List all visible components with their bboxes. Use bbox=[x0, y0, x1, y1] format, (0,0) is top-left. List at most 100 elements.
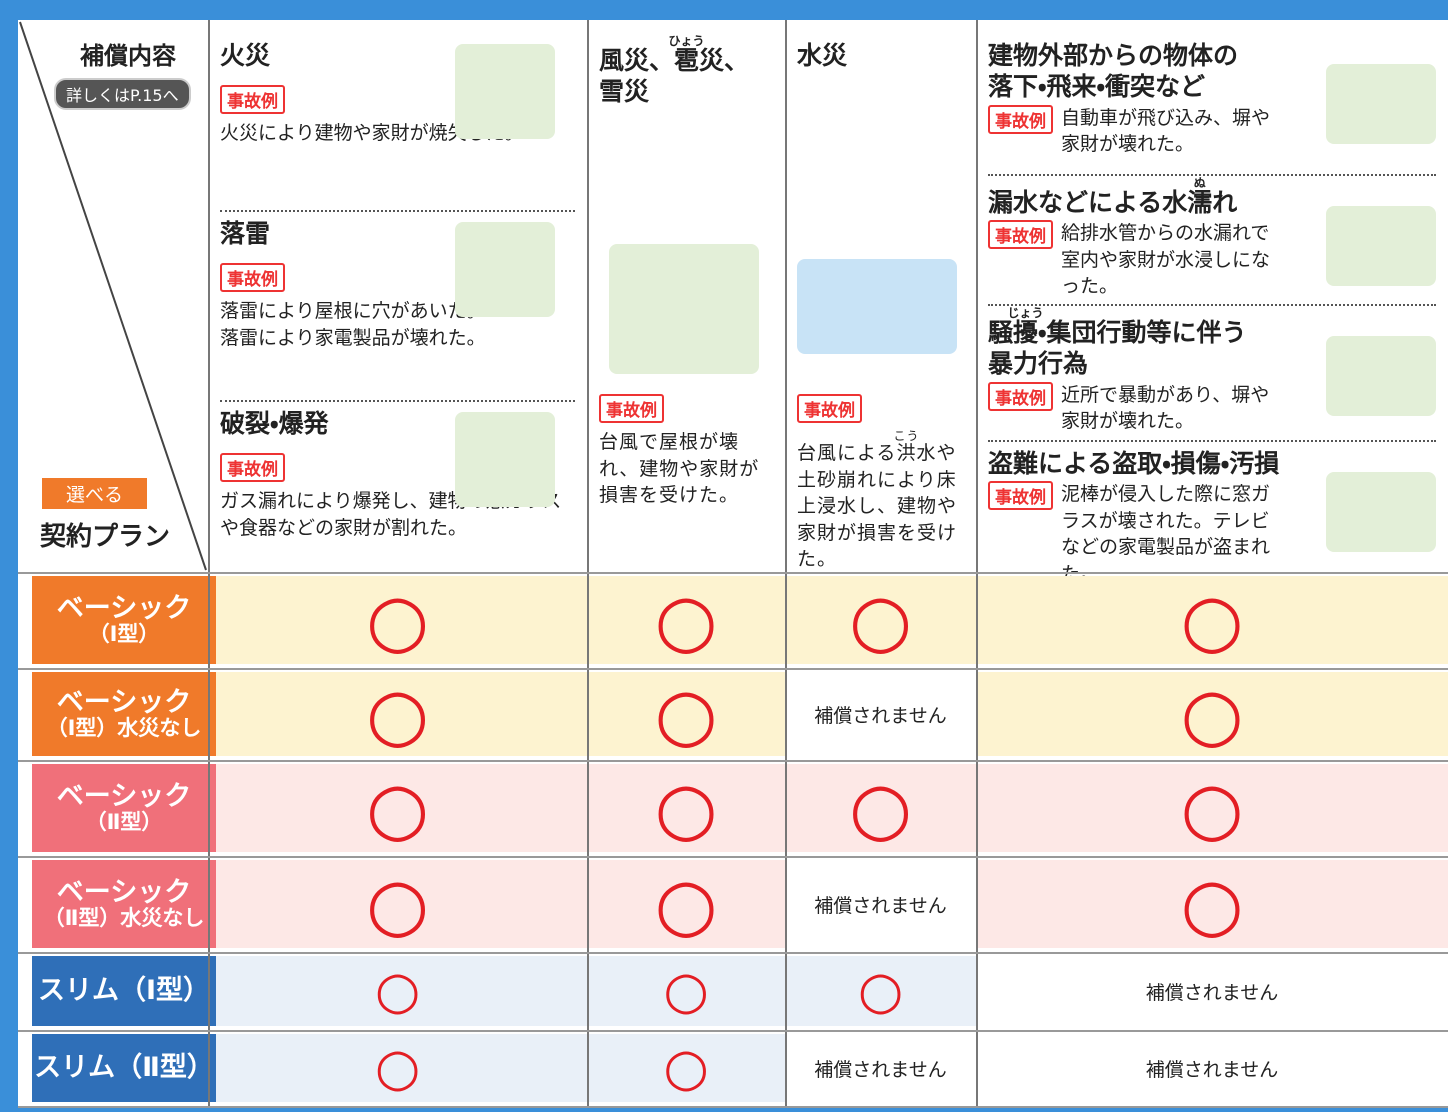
covered-mark: ○ bbox=[1180, 578, 1244, 662]
case-badge: 事故例 bbox=[988, 481, 1053, 511]
plan-name-line: ベーシック bbox=[56, 780, 192, 812]
cell: 補償されません bbox=[785, 1034, 976, 1102]
case-block: 事故例 近所で暴動があり、塀や家財が壊れた。 bbox=[988, 381, 1436, 435]
plan-name: ベーシック （Ⅰ型）水災なし bbox=[32, 672, 216, 756]
row-background bbox=[208, 764, 1448, 852]
cell: ○ bbox=[208, 764, 587, 852]
case-badge: 事故例 bbox=[220, 453, 285, 483]
row-divider bbox=[18, 952, 1448, 954]
covered-mark: ○ bbox=[654, 578, 718, 662]
cell: ○ bbox=[785, 956, 976, 1026]
section: 盗難による盗取・損傷・汚損 事故例 泥棒が侵入した際に窓ガラスが壊された。テレビなど… bbox=[988, 440, 1436, 585]
choose-label: 選べる bbox=[42, 478, 148, 509]
plan-name-line: （Ⅱ型）水災なし bbox=[43, 906, 205, 931]
cell: 補償されません bbox=[976, 1034, 1448, 1102]
ruby: 雹ひょう bbox=[668, 34, 705, 75]
case-text: 台風による洪こう水や土砂崩れにより床上浸水し、建物や家財が損害を受けた。 bbox=[797, 429, 958, 571]
row-divider bbox=[18, 760, 1448, 762]
cell: ○ bbox=[587, 576, 785, 664]
cell: ○ bbox=[976, 576, 1448, 664]
case-text: 火災により建物や家財が焼失した。 bbox=[220, 122, 524, 145]
ruby: 擾じょう bbox=[1007, 306, 1044, 347]
plan-name-line: （Ⅱ型） bbox=[85, 810, 163, 835]
cell: 補償されません bbox=[785, 672, 976, 756]
covered-mark: ○ bbox=[366, 672, 429, 756]
section-title: 盗難による盗取・損傷・汚損 bbox=[988, 449, 1280, 478]
case-text: 自動車が飛び込み、塀や家財が壊れた。 bbox=[1061, 106, 1271, 156]
plan-name-line: ベーシック bbox=[56, 686, 192, 718]
cell: ○ bbox=[785, 576, 976, 664]
covered-mark: ○ bbox=[654, 672, 718, 756]
plan-name: ベーシック （Ⅰ型） bbox=[32, 576, 216, 664]
cell: ○ bbox=[208, 860, 587, 948]
page-link: 詳しくはP.15へ bbox=[54, 78, 191, 110]
cell: 補償されません bbox=[785, 860, 976, 948]
case-badge: 事故例 bbox=[599, 394, 664, 423]
case-block: 事故例 火災により建物や家財が焼失した。 bbox=[220, 85, 575, 147]
plan-name: ベーシック （Ⅱ型）水災なし bbox=[32, 860, 216, 948]
illustration bbox=[1326, 206, 1436, 286]
plan-name-line: スリム（Ⅰ型） bbox=[37, 975, 211, 1007]
cell: ○ bbox=[587, 764, 785, 852]
cell: ○ bbox=[587, 1034, 785, 1102]
diagonal bbox=[19, 21, 207, 571]
covered-mark: ○ bbox=[857, 961, 904, 1021]
covered-mark: ○ bbox=[374, 1038, 421, 1098]
plan-name: スリム（Ⅰ型） bbox=[32, 956, 216, 1026]
case-text: 泥棒が侵入した際に窓ガラスが壊された。テレビなどの家電製品が盗まれた。 bbox=[1061, 483, 1271, 586]
ruby-text: ぬ bbox=[1187, 176, 1213, 190]
ruby-text: じょう bbox=[1007, 306, 1044, 320]
cell: ○ bbox=[208, 576, 587, 664]
not-covered: 補償されません bbox=[1145, 981, 1279, 1004]
section: 風災、雹ひょう災、 雪災 事故例 台風で屋根が壊れ、建物や家財が損害を受けた。 bbox=[599, 34, 773, 568]
illustration bbox=[1326, 336, 1436, 416]
cell: ○ bbox=[587, 860, 785, 948]
not-covered: 補償されません bbox=[814, 894, 947, 917]
case-block: 事故例 泥棒が侵入した際に窓ガラスが壊された。テレビなどの家電製品が盗まれた。 bbox=[988, 481, 1436, 587]
covered-mark: ○ bbox=[849, 766, 912, 850]
covered-mark: ○ bbox=[374, 961, 421, 1021]
section-title: 火災 bbox=[220, 41, 271, 70]
case-block: 事故例 給排水管からの水漏れで室内や家財が水浸しになった。 bbox=[988, 220, 1436, 300]
table: 補償内容 詳しくはP.15へ 選べる 契約プラン 火災 事故例 火災により建物や家財が焼失し… bbox=[18, 20, 1448, 1108]
row-divider bbox=[18, 1030, 1448, 1032]
row-divider bbox=[18, 572, 1448, 574]
section: 破裂・爆発 事故例 ガス漏れにより爆発し、建物の窓ガラスや食器などの家財が割れた。 bbox=[220, 400, 575, 568]
row-divider bbox=[18, 856, 1448, 858]
not-covered: 補償されません bbox=[814, 704, 947, 727]
section-title: 破裂・爆発 bbox=[220, 409, 329, 438]
badge-wrap: 事故例 bbox=[988, 104, 1053, 158]
covered-mark: ○ bbox=[849, 578, 912, 662]
section: 水災 事故例 台風による洪こう水や土砂崩れにより床上浸水し、建物や家財が損害を受けた… bbox=[797, 34, 964, 570]
covered-mark: ○ bbox=[1180, 766, 1244, 850]
case-block: 事故例落雷により屋根に穴があいた。 落雷により家電製品が壊れた。 bbox=[220, 263, 575, 351]
case-block: 事故例 台風による洪こう水や土砂崩れにより床上浸水し、建物や家財が損害を受けた。 bbox=[797, 394, 964, 573]
case-text: 落雷により屋根に穴があいた。 落雷により家電製品が壊れた。 bbox=[220, 300, 486, 349]
case-badge: 事故例 bbox=[988, 104, 1053, 134]
plan-name-line: スリム（Ⅱ型） bbox=[34, 1052, 214, 1084]
section: 騒擾じょう・集団行動等に伴う 暴力行為 事故例 近所で暴動があり、塀や家財が壊れた。 bbox=[988, 304, 1436, 432]
illustration bbox=[455, 44, 555, 139]
plan-name: ベーシック （Ⅱ型） bbox=[32, 764, 216, 852]
cell: ○ bbox=[785, 764, 976, 852]
covered-mark: ○ bbox=[366, 862, 429, 946]
case-badge: 事故例 bbox=[220, 263, 285, 293]
case-text: 給排水管からの水漏れで室内や家財が水浸しになった。 bbox=[1061, 222, 1271, 298]
ruby-text: こう bbox=[893, 429, 920, 443]
plan-name-line: ベーシック bbox=[56, 876, 192, 908]
covered-mark: ○ bbox=[654, 862, 718, 946]
covered-mark: ○ bbox=[1180, 862, 1244, 946]
case-text: 近所で暴動があり、塀や家財が壊れた。 bbox=[1061, 383, 1270, 433]
illustration bbox=[797, 259, 957, 354]
plan-name-line: （Ⅰ型） bbox=[88, 622, 160, 647]
header-label: 補償内容 bbox=[80, 42, 176, 70]
illustration bbox=[1326, 472, 1436, 552]
illustration bbox=[455, 222, 555, 317]
illustration bbox=[609, 244, 759, 374]
illustration bbox=[1326, 64, 1436, 144]
cell: ○ bbox=[208, 1034, 587, 1102]
section-title: 騒擾じょう・集団行動等に伴う 暴力行為 bbox=[988, 306, 1247, 379]
not-covered: 補償されません bbox=[1145, 1058, 1279, 1081]
covered-mark: ○ bbox=[663, 961, 709, 1021]
